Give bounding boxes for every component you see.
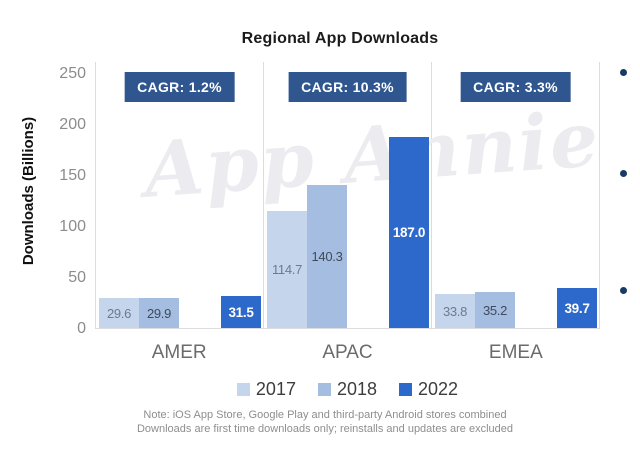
legend-swatch-icon — [236, 383, 250, 396]
bar-apac-2018: 140.3 — [307, 185, 347, 328]
bar-amer-2018: 29.9 — [139, 298, 179, 328]
cagr-badge: CAGR: 10.3% — [288, 72, 407, 102]
bar-emea-2017: 33.8 — [435, 294, 475, 328]
footnote-line-2: Downloads are first time downloads only;… — [136, 423, 514, 435]
x-axis-labels: AMER APAC EMEA — [95, 342, 600, 364]
bar-emea-2018: 35.2 — [475, 292, 515, 328]
cagr-badge: CAGR: 3.3% — [460, 72, 571, 102]
legend-label: 2017 — [255, 379, 296, 399]
bar-value-label: 114.7 — [271, 262, 303, 277]
y-tick-label: 100 — [59, 218, 86, 235]
legend-label: 2018 — [336, 379, 378, 399]
bar-amer-2017: 29.6 — [99, 298, 139, 328]
bar-value-label: 33.8 — [442, 303, 468, 319]
bullet-marker-icon — [620, 170, 627, 177]
bar-apac-2022: 187.0 — [389, 137, 429, 328]
bar-apac-2017: 114.7 — [267, 211, 307, 328]
footnote-line-1: Note: iOS App Store, Google Play and thi… — [143, 409, 507, 421]
chart-title: Regional App Downloads — [241, 30, 439, 47]
cagr-badge: CAGR: 1.2% — [124, 72, 235, 102]
y-tick-label: 200 — [59, 116, 86, 133]
legend-swatch-icon — [317, 383, 331, 396]
footnote: Note: iOS App Store, Google Play and thi… — [20, 408, 630, 436]
legend-item-2017: 2017 — [236, 379, 296, 400]
bar-value-label: 39.7 — [564, 300, 590, 316]
bar-value-label: 140.3 — [311, 249, 343, 264]
x-axis-label-emea: EMEA — [488, 342, 543, 363]
y-tick-label: 150 — [59, 167, 86, 184]
bar-emea-2022: 39.7 — [557, 288, 597, 328]
y-tick-label: 0 — [77, 320, 86, 337]
plot-area: App Annie CAGR: 1.2% 29.6 29.9 31.5 CAGR: 10… — [95, 62, 603, 329]
legend-swatch-icon — [399, 383, 413, 396]
legend-item-2018: 2018 — [317, 379, 378, 400]
bar-group-apac: CAGR: 10.3% 114.7 140.3 187.0 — [264, 62, 432, 328]
bar-value-label: 31.5 — [228, 304, 254, 320]
bar-value-label: 35.2 — [482, 302, 508, 318]
bullet-marker-icon — [620, 69, 627, 76]
bar-amer-2022: 31.5 — [221, 296, 261, 328]
chart-legend: 2017 2018 2022 — [95, 379, 600, 400]
legend-label: 2022 — [418, 379, 459, 399]
x-axis-label-amer: AMER — [151, 342, 207, 363]
bar-group-emea: CAGR: 3.3% 33.8 35.2 39.7 — [432, 62, 600, 328]
bar-group-amer: CAGR: 1.2% 29.6 29.9 31.5 — [96, 62, 264, 328]
bar-value-label: 29.6 — [106, 305, 132, 321]
bar-value-label: 187.0 — [392, 225, 426, 240]
x-axis-label-apac: APAC — [322, 342, 373, 363]
y-tick-label: 250 — [59, 65, 86, 82]
bullet-marker-icon — [620, 287, 627, 294]
y-tick-label: 50 — [68, 269, 86, 286]
legend-item-2022: 2022 — [399, 379, 458, 400]
bar-value-label: 29.9 — [146, 305, 172, 321]
